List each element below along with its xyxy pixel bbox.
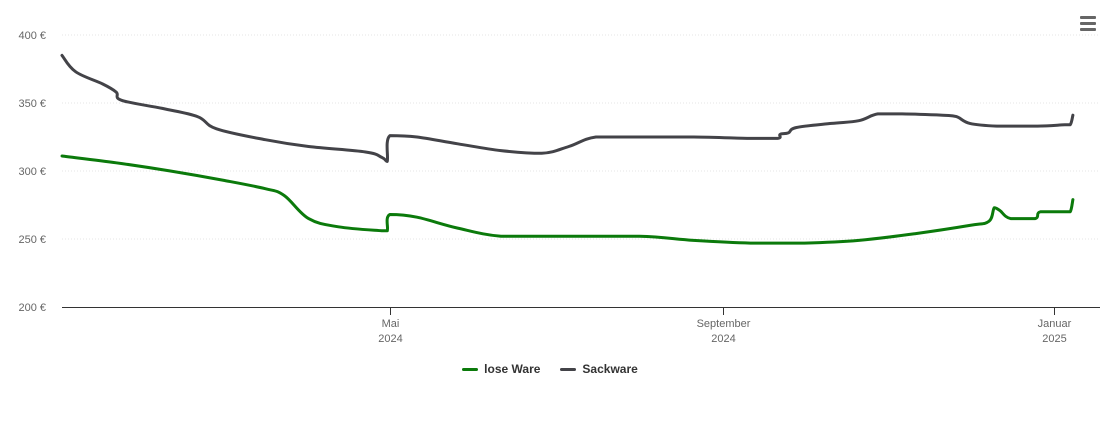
legend-label-lose-ware: lose Ware <box>484 362 541 376</box>
y-tick-label: 250 € <box>18 234 46 246</box>
y-tick-label: 350 € <box>18 98 46 110</box>
x-tick-label-year: 2025 <box>1042 333 1066 345</box>
x-axis: Mai 2024 September 2024 Januar 2025 <box>62 307 1100 345</box>
legend-swatch-lose-ware <box>462 367 479 371</box>
grid-lines <box>62 34 1100 240</box>
x-tick-label-month: September <box>697 318 751 330</box>
y-tick-label: 400 € <box>18 30 46 42</box>
x-tick-label-year: 2024 <box>378 333 402 345</box>
series-lines <box>60 53 1075 245</box>
legend-label-sackware: Sackware <box>582 362 638 376</box>
series-line-sackware[interactable] <box>60 53 1075 163</box>
x-tick-label-month: Mai <box>382 318 400 330</box>
x-tick-label-year: 2024 <box>711 333 735 345</box>
legend-item-lose-ware[interactable]: lose Ware <box>462 362 540 376</box>
y-axis-labels: 200 € 250 € 300 € 350 € 400 € <box>18 30 46 314</box>
y-tick-label: 300 € <box>18 166 46 178</box>
legend-swatch-sackware <box>560 367 577 371</box>
chart-menu-icon[interactable] <box>1076 12 1100 34</box>
y-tick-label: 200 € <box>18 302 46 314</box>
series-line-lose-ware[interactable] <box>60 154 1075 245</box>
legend: lose Ware Sackware <box>0 362 1100 376</box>
legend-item-sackware[interactable]: Sackware <box>560 362 638 376</box>
x-tick-label-month: Januar <box>1038 318 1072 330</box>
